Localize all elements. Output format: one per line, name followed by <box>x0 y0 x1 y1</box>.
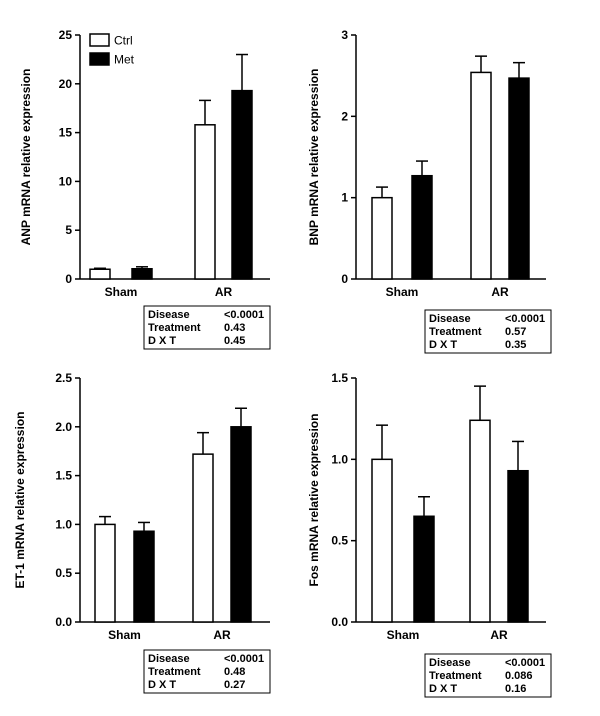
stats-value: 0.16 <box>505 683 526 695</box>
y-tick-label: 0 <box>341 272 348 286</box>
stats-box <box>424 653 552 698</box>
bar-ctrl <box>89 268 111 280</box>
stats-label: Disease <box>429 313 471 325</box>
y-tick-label: 1.0 <box>55 517 72 531</box>
bar-met <box>230 426 252 623</box>
y-tick-label: 5 <box>65 223 72 237</box>
stats-label: Disease <box>148 309 190 321</box>
y-tick-label: 0.5 <box>331 534 348 548</box>
stats-value: 0.35 <box>505 339 526 351</box>
chart-3: 0.0 0.5 1.0 1.5 2.0 2.5 ET-1 mRNA relative exp… <box>13 371 271 694</box>
stats-label: Disease <box>429 657 471 669</box>
y-tick-label: 10 <box>59 174 73 188</box>
y-tick-label: 20 <box>59 77 73 91</box>
stats-value: 0.45 <box>224 335 245 347</box>
y-tick-label: 2 <box>341 109 348 123</box>
y-tick-label: 0.0 <box>55 615 72 629</box>
bar-met <box>508 77 530 280</box>
y-axis-title: BNP mRNA relative expression <box>307 69 321 246</box>
y-axis-title: ET-1 mRNA relative expression <box>13 412 27 589</box>
y-tick-label: 1 <box>341 191 348 205</box>
stats-label: Disease <box>148 653 190 665</box>
bar-ctrl <box>192 453 214 623</box>
category-label: Sham <box>108 628 141 642</box>
stats-value: <0.0001 <box>505 657 545 669</box>
bar-ctrl <box>194 124 216 280</box>
bar-met <box>131 268 153 280</box>
bar-met <box>231 89 253 280</box>
legend-swatch <box>89 52 110 66</box>
stats-value: 0.086 <box>505 670 533 682</box>
bar-ctrl <box>469 419 491 623</box>
bar-ctrl <box>470 71 492 280</box>
stats-label: Treatment <box>429 670 482 682</box>
category-label: AR <box>215 285 233 299</box>
category-label: Sham <box>387 628 420 642</box>
y-tick-label: 1.5 <box>55 469 72 483</box>
category-label: AR <box>491 285 509 299</box>
category-label: AR <box>213 628 231 642</box>
bar-ctrl <box>371 458 393 623</box>
stats-value: <0.0001 <box>224 653 264 665</box>
y-axis-title: Fos mRNA relative expression <box>307 414 321 587</box>
y-tick-label: 0 <box>65 272 72 286</box>
stats-label: D X T <box>429 339 457 351</box>
chart-2: 0 1 2 3 BNP mRNA relative expression Sham AR Di… <box>307 28 552 354</box>
chart-4: 0.0 0.5 1.0 1.5 Fos mRNA relative expression… <box>307 371 552 698</box>
y-tick-label: 1.0 <box>331 452 348 466</box>
category-label: Sham <box>386 285 419 299</box>
bar-ctrl <box>371 196 393 280</box>
y-tick-label: 2.0 <box>55 420 72 434</box>
stats-label: Treatment <box>148 322 201 334</box>
stats-label: D X T <box>148 679 176 691</box>
stats-box <box>424 309 552 354</box>
y-tick-label: 0.0 <box>331 615 348 629</box>
stats-label: D X T <box>429 683 457 695</box>
bar-met <box>413 515 435 623</box>
y-tick-label: 1.5 <box>331 371 348 385</box>
bar-met <box>411 174 433 280</box>
legend-label: Ctrl <box>114 34 133 48</box>
category-label: AR <box>490 628 508 642</box>
y-tick-label: 2.5 <box>55 371 72 385</box>
y-tick-label: 0.5 <box>55 566 72 580</box>
y-tick-label: 15 <box>59 126 73 140</box>
legend-label: Met <box>114 53 135 67</box>
bar-met <box>507 469 529 623</box>
legend-swatch <box>89 33 110 47</box>
chart-1: 0 5 10 15 20 25 ANP mRNA relative expression Sh… <box>19 28 271 350</box>
y-tick-label: 25 <box>59 28 73 42</box>
stats-value: 0.27 <box>224 679 245 691</box>
stats-value: 0.57 <box>505 326 526 338</box>
stats-label: Treatment <box>429 326 482 338</box>
stats-box <box>143 305 271 350</box>
stats-box <box>143 649 271 694</box>
stats-value: 0.43 <box>224 322 245 334</box>
stats-label: Treatment <box>148 666 201 678</box>
y-axis-title: ANP mRNA relative expression <box>19 69 33 246</box>
bar-ctrl <box>94 523 116 623</box>
stats-value: <0.0001 <box>224 309 264 321</box>
stats-label: D X T <box>148 335 176 347</box>
bar-met <box>133 530 155 623</box>
y-tick-label: 3 <box>341 28 348 42</box>
stats-value: 0.48 <box>224 666 245 678</box>
category-label: Sham <box>105 285 138 299</box>
stats-value: <0.0001 <box>505 313 545 325</box>
